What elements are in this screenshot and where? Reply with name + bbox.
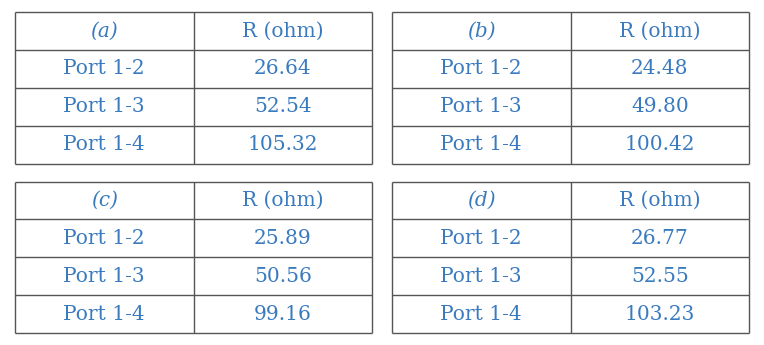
Text: 100.42: 100.42 (624, 135, 695, 154)
Text: R (ohm): R (ohm) (242, 191, 324, 210)
Text: Port 1-3: Port 1-3 (440, 97, 522, 116)
Text: 50.56: 50.56 (254, 267, 312, 286)
Text: R (ohm): R (ohm) (619, 191, 701, 210)
Text: (a): (a) (90, 21, 118, 40)
Text: 49.80: 49.80 (631, 97, 688, 116)
Text: (c): (c) (91, 191, 118, 210)
Text: 105.32: 105.32 (248, 135, 318, 154)
Text: Port 1-3: Port 1-3 (63, 267, 145, 286)
Text: 52.55: 52.55 (631, 267, 688, 286)
Text: Port 1-2: Port 1-2 (440, 59, 522, 78)
Text: Port 1-4: Port 1-4 (440, 135, 522, 154)
Text: Port 1-3: Port 1-3 (440, 267, 522, 286)
Text: Port 1-4: Port 1-4 (63, 305, 145, 324)
Text: R (ohm): R (ohm) (619, 21, 701, 40)
Text: Port 1-4: Port 1-4 (440, 305, 522, 324)
Text: Port 1-2: Port 1-2 (63, 59, 145, 78)
Text: 103.23: 103.23 (624, 305, 695, 324)
Text: 24.48: 24.48 (631, 59, 688, 78)
Text: Port 1-3: Port 1-3 (63, 97, 145, 116)
Text: Port 1-4: Port 1-4 (63, 135, 145, 154)
Text: 25.89: 25.89 (254, 229, 312, 248)
Text: R (ohm): R (ohm) (242, 21, 324, 40)
Text: 99.16: 99.16 (254, 305, 312, 324)
Text: (d): (d) (467, 191, 496, 210)
Text: Port 1-2: Port 1-2 (440, 229, 522, 248)
Text: 52.54: 52.54 (254, 97, 312, 116)
Text: Port 1-2: Port 1-2 (63, 229, 145, 248)
Text: (b): (b) (467, 21, 496, 40)
Text: 26.64: 26.64 (254, 59, 312, 78)
Text: 26.77: 26.77 (631, 229, 688, 248)
